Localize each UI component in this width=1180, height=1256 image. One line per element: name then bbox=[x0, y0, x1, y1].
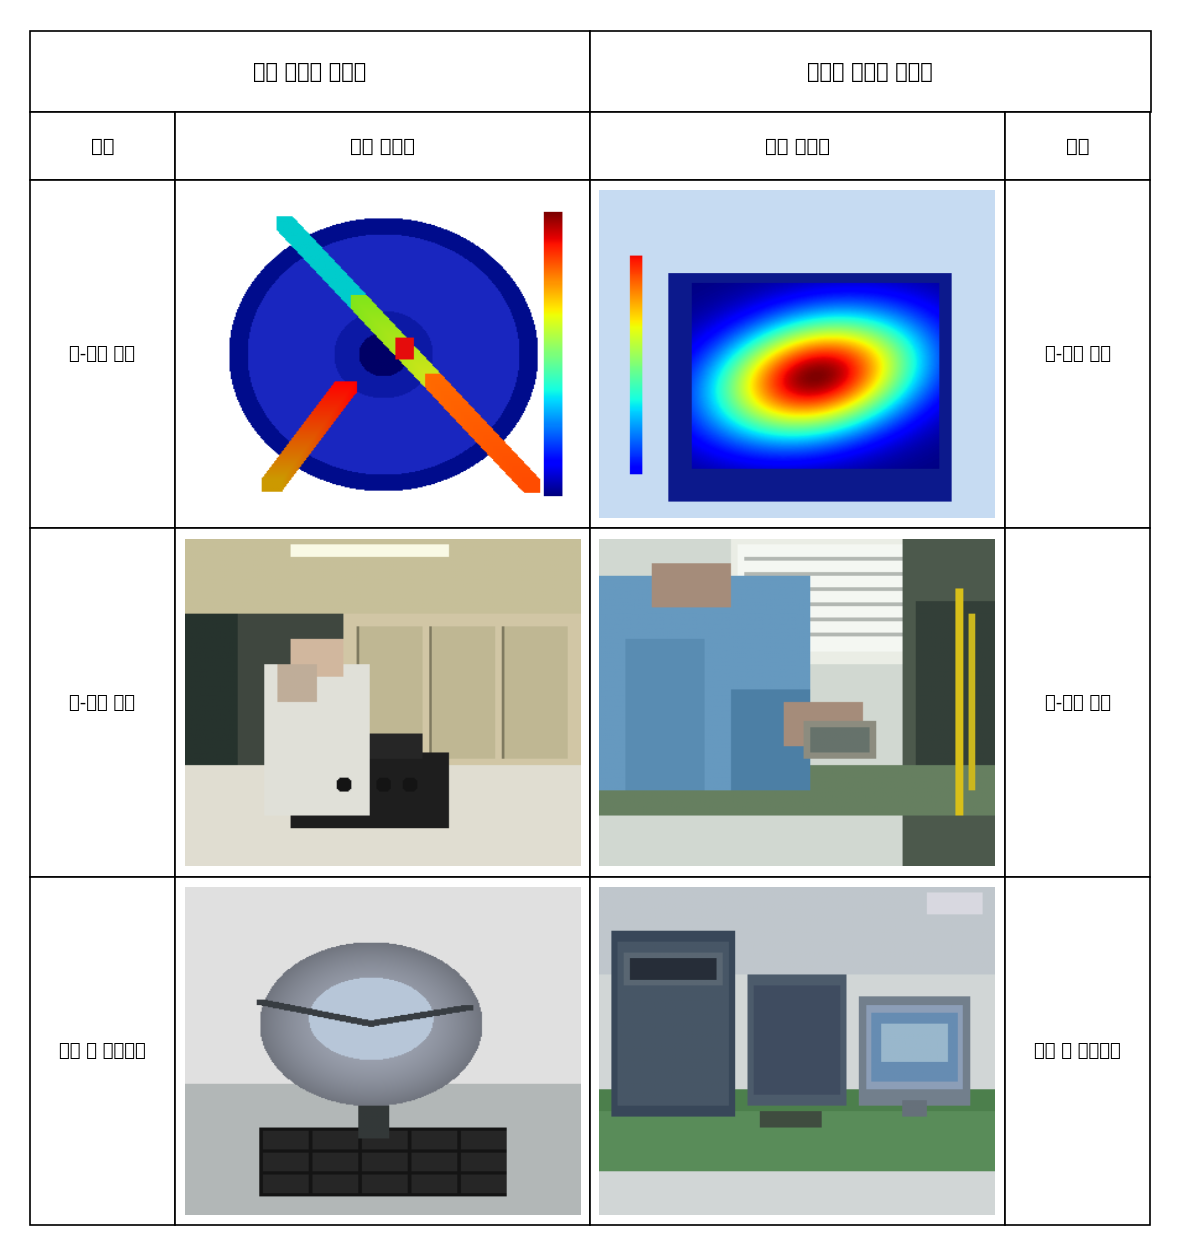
Bar bbox=[1004, 181, 1150, 529]
Bar bbox=[30, 181, 175, 529]
Bar bbox=[30, 877, 175, 1225]
Text: 주요 결과물: 주요 결과물 bbox=[350, 137, 415, 156]
Bar bbox=[590, 31, 1150, 113]
Bar bbox=[175, 181, 590, 529]
Bar bbox=[30, 113, 175, 181]
Text: 주요 결과물: 주요 결과물 bbox=[765, 137, 830, 156]
Text: 광-기계 조립: 광-기계 조립 bbox=[1044, 693, 1110, 711]
Bar bbox=[590, 529, 1004, 877]
Bar bbox=[175, 529, 590, 877]
Text: 광-기계 조립: 광-기계 조립 bbox=[70, 693, 136, 711]
Bar bbox=[175, 113, 590, 181]
Bar bbox=[590, 181, 1004, 529]
Bar bbox=[175, 877, 590, 1225]
Bar bbox=[590, 113, 1004, 181]
Bar bbox=[1004, 877, 1150, 1225]
Text: 이전 기술의 공정도: 이전 기술의 공정도 bbox=[254, 62, 366, 82]
Text: 조립 및 특성평가: 조립 및 특성평가 bbox=[1034, 1041, 1121, 1060]
Text: 조립 및 특성평가: 조립 및 특성평가 bbox=[59, 1041, 146, 1060]
Bar bbox=[30, 529, 175, 877]
Text: 항목: 항목 bbox=[1066, 137, 1089, 156]
Text: 광-기계 해석: 광-기계 해석 bbox=[70, 345, 136, 363]
Bar bbox=[1004, 113, 1150, 181]
Bar bbox=[30, 31, 590, 113]
Bar bbox=[590, 877, 1004, 1225]
Text: 사업화 제품의 공정도: 사업화 제품의 공정도 bbox=[807, 62, 933, 82]
Text: 광-기계 해석: 광-기계 해석 bbox=[1044, 345, 1110, 363]
Text: 항목: 항목 bbox=[91, 137, 114, 156]
Bar bbox=[1004, 529, 1150, 877]
